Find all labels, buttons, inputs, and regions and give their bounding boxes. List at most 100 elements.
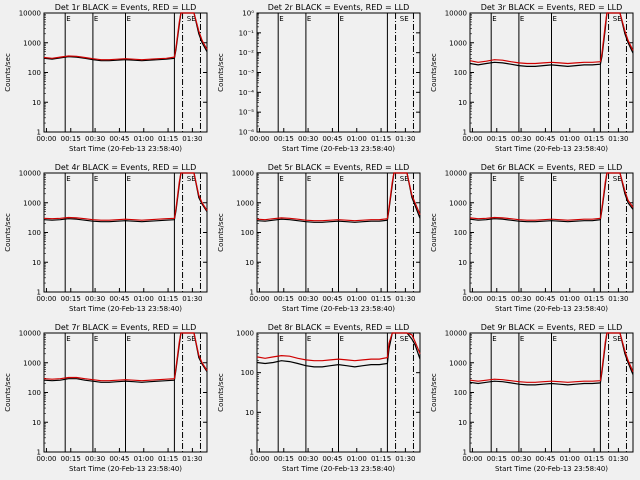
y-tick-label: 1000 [23, 199, 41, 207]
y-tick-label: 1000 [23, 359, 41, 367]
x-tick-label: 00:30 [85, 455, 105, 463]
series-lld-line [43, 172, 208, 221]
y-tick-label: 10 [32, 419, 41, 427]
y-tick-label: 1000 [23, 39, 41, 47]
x-tick-label: 01:00 [560, 295, 580, 303]
y-axis-label: Counts/sec [217, 53, 225, 92]
chart-title: Det 6r BLACK = Events, RED = LLD [481, 163, 623, 172]
x-tick-label: 01:30 [182, 295, 202, 303]
x-tick-label: 01:15 [158, 455, 178, 463]
y-axis-label: Counts/sec [4, 373, 12, 412]
event-marker: E [66, 175, 70, 183]
event-marker: E [94, 15, 98, 23]
x-tick-label: 01:30 [608, 135, 628, 143]
chart-panel-8: Det 8r BLACK = Events, RED = LLD 1 10 100 10… [217, 323, 421, 473]
event-marker: E [340, 175, 344, 183]
series-lld-line [256, 172, 421, 222]
event-marker: E [127, 335, 131, 343]
chart-title: Det 7r BLACK = Events, RED = LLD [55, 323, 197, 332]
y-tick-label: 1 [37, 449, 41, 457]
event-marker: E [279, 15, 283, 23]
x-tick-label: 00:45 [322, 135, 342, 143]
x-axis-label: Start Time (20-Feb-13 23:58:40) [495, 305, 608, 313]
x-tick-label: 01:00 [347, 135, 367, 143]
y-tick-label: 10 [32, 99, 41, 107]
event-marker: SE [613, 335, 622, 343]
y-tick-label: 100 [454, 229, 467, 237]
x-tick-label: 00:15 [61, 295, 81, 303]
x-axis-label: Start Time (20-Feb-13 23:58:40) [69, 465, 182, 473]
y-tick-label: 10⁻² [239, 49, 255, 57]
x-tick-label: 00:00 [36, 135, 56, 143]
x-axis-label: Start Time (20-Feb-13 23:58:40) [282, 305, 395, 313]
y-tick-label: 1000 [449, 199, 467, 207]
x-tick-label: 00:45 [322, 455, 342, 463]
y-tick-label: 10⁻⁶ [239, 129, 255, 137]
y-tick-label: 10 [245, 409, 254, 417]
x-tick-label: 00:15 [487, 135, 507, 143]
x-tick-label: 00:30 [511, 455, 531, 463]
x-tick-label: 00:45 [535, 135, 555, 143]
x-tick-label: 01:30 [182, 455, 202, 463]
event-marker: E [520, 335, 524, 343]
x-tick-label: 00:30 [298, 295, 318, 303]
x-axis-label: Start Time (20-Feb-13 23:58:40) [69, 145, 182, 153]
y-tick-label: 10000 [19, 330, 41, 338]
y-tick-label: 1 [37, 289, 41, 297]
x-tick-label: 00:00 [462, 135, 482, 143]
x-tick-label: 00:30 [298, 135, 318, 143]
event-marker: SE [613, 15, 622, 23]
event-marker: SE [187, 175, 196, 183]
chart-title: Det 2r BLACK = Events, RED = LLD [268, 3, 410, 12]
y-tick-label: 100 [454, 69, 467, 77]
series-lld-line [469, 332, 634, 383]
y-tick-label: 10 [32, 259, 41, 267]
x-tick-label: 00:15 [61, 455, 81, 463]
x-tick-label: 00:45 [535, 295, 555, 303]
x-tick-label: 01:30 [182, 135, 202, 143]
y-tick-label: 1 [463, 289, 467, 297]
chart-panel-1: Det 1r BLACK = Events, RED = LLD 1 10 100 10… [4, 3, 208, 153]
event-marker: E [520, 175, 524, 183]
x-tick-label: 00:45 [322, 295, 342, 303]
event-marker: E [553, 335, 557, 343]
x-tick-label: 01:30 [395, 135, 415, 143]
chart-panel-2: Det 2r BLACK = Events, RED = LLD 10⁻⁶ 10⁻⁵… [217, 3, 421, 153]
chart-panel-4: Det 4r BLACK = Events, RED = LLD 1 10 100 10… [4, 163, 208, 313]
series-lld-line [256, 332, 421, 362]
event-marker: E [127, 175, 131, 183]
y-tick-label: 10000 [445, 330, 467, 338]
y-tick-label: 1 [250, 289, 254, 297]
x-tick-label: 01:15 [584, 295, 604, 303]
y-tick-label: 10⁻⁴ [239, 89, 255, 97]
event-marker: E [520, 15, 524, 23]
event-marker: E [340, 15, 344, 23]
x-tick-label: 01:00 [560, 135, 580, 143]
x-tick-label: 01:15 [158, 295, 178, 303]
series-lld-line [43, 332, 208, 382]
event-marker: E [66, 335, 70, 343]
y-tick-label: 10 [245, 259, 254, 267]
y-tick-label: 10000 [19, 170, 41, 178]
x-tick-label: 00:45 [535, 455, 555, 463]
event-marker: E [492, 175, 496, 183]
x-tick-label: 01:30 [395, 295, 415, 303]
y-tick-label: 1000 [236, 330, 254, 338]
y-tick-label: 10⁻³ [239, 69, 255, 77]
event-marker: E [127, 15, 131, 23]
chart-title: Det 1r BLACK = Events, RED = LLD [55, 3, 197, 12]
series-lld-line [43, 12, 208, 61]
y-axis-label: Counts/sec [217, 373, 225, 412]
chart-title: Det 3r BLACK = Events, RED = LLD [481, 3, 623, 12]
y-tick-label: 10 [458, 259, 467, 267]
x-tick-label: 01:00 [347, 295, 367, 303]
y-tick-label: 10 [458, 419, 467, 427]
x-tick-label: 01:15 [371, 135, 391, 143]
x-tick-label: 00:30 [85, 295, 105, 303]
y-tick-label: 1 [250, 449, 254, 457]
y-tick-label: 100 [28, 229, 41, 237]
event-marker: E [66, 15, 70, 23]
y-tick-label: 10000 [445, 170, 467, 178]
y-axis-label: Counts/sec [430, 53, 438, 92]
